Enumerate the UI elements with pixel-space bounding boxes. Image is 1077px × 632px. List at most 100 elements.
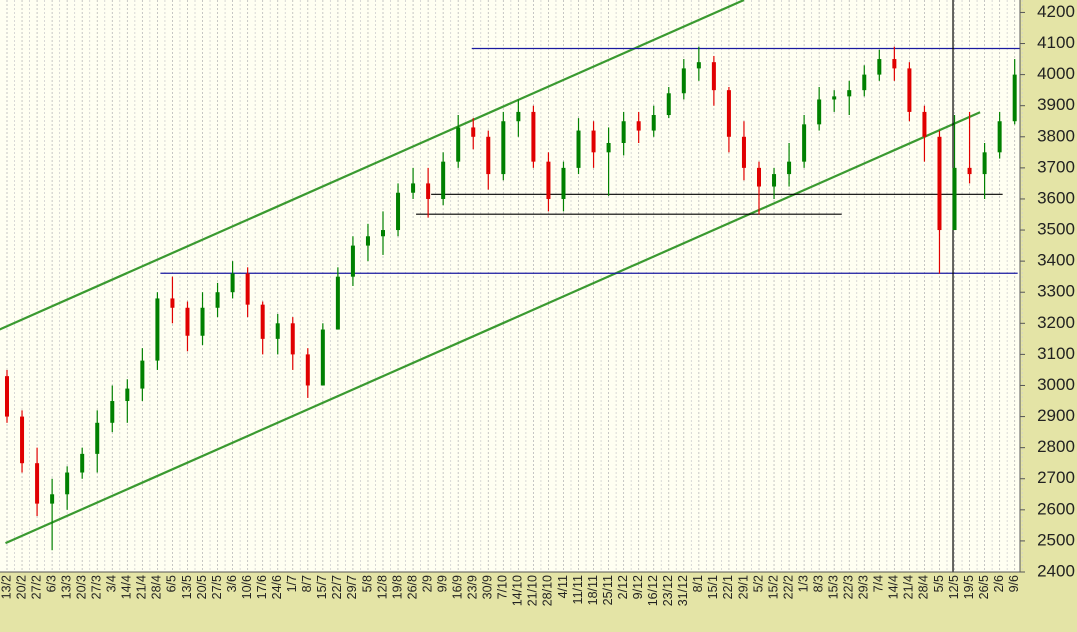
y-tick-label: 2600 (1037, 499, 1075, 518)
x-tick-label: 30/9 (481, 575, 495, 599)
candle-body (802, 124, 807, 162)
candle-body (80, 453, 85, 473)
candle-body (741, 136, 746, 168)
x-tick-label: 21/10 (526, 575, 540, 606)
x-tick-label: 2/9 (420, 575, 434, 592)
candle-body (997, 121, 1002, 153)
x-tick-label: 19/8 (390, 575, 404, 599)
y-tick-label: 4000 (1037, 64, 1075, 83)
candle-body (591, 130, 596, 153)
candle-body (621, 121, 626, 143)
x-tick-label: 6/3 (44, 575, 58, 592)
x-tick-label: 6/5 (165, 575, 179, 592)
x-tick-label: 24/6 (270, 575, 284, 599)
y-tick-label: 4200 (1037, 2, 1075, 21)
candle-body (456, 127, 461, 162)
y-tick-label: 3700 (1037, 157, 1075, 176)
axes: 2400 2500 2600 2700 2800 2900 3000 3100 3200 3300… (0, 0, 1075, 606)
y-tick-label: 2800 (1037, 437, 1075, 456)
candle-body (185, 307, 190, 336)
candle-body (65, 472, 70, 495)
x-tick-label: 21/4 (902, 575, 916, 599)
candle-body (426, 183, 431, 199)
candle-body (757, 167, 761, 187)
x-tick-label: 22/1 (721, 575, 735, 599)
x-tick-label: 9/6 (1007, 575, 1021, 592)
x-tick-label: 11/11 (571, 575, 585, 604)
candle-body (772, 174, 777, 187)
x-tick-label: 28/4 (917, 575, 931, 599)
candle-body (711, 62, 716, 91)
x-tick-label: 13/3 (59, 575, 73, 599)
x-tick-label: 5/5 (932, 575, 946, 592)
x-tick-label: 18/11 (586, 575, 600, 605)
candle-body (531, 111, 536, 162)
candle-body (305, 354, 310, 386)
candle-body (245, 273, 250, 305)
x-tick-label: 29/3 (857, 575, 871, 599)
candle-body (275, 323, 280, 339)
x-tick-label: 2/12 (616, 575, 630, 599)
y-tick-label: 2400 (1037, 561, 1075, 580)
candle-body (411, 183, 416, 193)
candle-body (501, 121, 506, 175)
y-tick-label: 3300 (1037, 282, 1075, 301)
x-tick-label: 28/4 (150, 575, 164, 599)
candle-body (486, 136, 491, 175)
candle-body (907, 68, 912, 112)
x-tick-label: 31/12 (676, 575, 690, 606)
x-tick-label: 22/3 (842, 575, 856, 599)
candle-body (260, 304, 265, 339)
candle-body (666, 93, 671, 116)
x-tick-label: 14/4 (887, 575, 901, 599)
x-tick-label: 8/7 (300, 575, 314, 592)
candle-body (967, 167, 972, 175)
y-tick-label: 2700 (1037, 468, 1075, 487)
x-tick-label: 20/2 (14, 575, 28, 599)
candle-body (606, 143, 611, 153)
x-tick-label: 23/12 (661, 575, 675, 606)
candle-body (215, 292, 220, 308)
candle-body (200, 307, 205, 336)
candle-body (50, 494, 55, 504)
x-tick-label: 7/10 (496, 575, 510, 599)
x-tick-label: 21/4 (135, 575, 149, 599)
x-tick-label: 3/4 (105, 575, 119, 592)
candle-body (787, 161, 792, 175)
x-tick-label: 3/6 (225, 575, 239, 592)
candle-body (1012, 74, 1017, 122)
x-tick-label: 28/10 (541, 575, 555, 606)
x-tick-label: 27/2 (29, 575, 43, 599)
x-tick-label: 20/5 (195, 575, 209, 599)
candle-body (155, 298, 160, 361)
candle-body (20, 416, 25, 464)
candle-body (350, 245, 355, 277)
candle-body (5, 376, 9, 417)
candle-body (726, 90, 731, 137)
candle-body (170, 298, 175, 308)
candle-body (110, 401, 115, 423)
candles (5, 46, 1017, 551)
candle-body (516, 111, 521, 122)
candle-body (396, 192, 401, 231)
x-tick-label: 5/8 (360, 575, 374, 592)
candle-body (471, 127, 476, 137)
x-tick-label: 1/3 (796, 575, 810, 592)
candle-body (847, 90, 852, 97)
candle-body (651, 115, 656, 131)
x-tick-label: 22/2 (781, 575, 795, 599)
x-tick-label: 26/8 (405, 575, 419, 599)
x-tick-label: 7/4 (872, 575, 886, 592)
candle-body (230, 273, 235, 293)
x-tick-label: 1/7 (285, 575, 299, 592)
x-tick-label: 27/3 (90, 575, 104, 599)
x-tick-label: 26/5 (977, 575, 991, 599)
y-tick-label: 3500 (1037, 220, 1075, 239)
x-tick-label: 16/12 (646, 575, 660, 606)
x-tick-label: 15/1 (706, 575, 720, 599)
candle-body (832, 96, 837, 100)
candle-body (681, 68, 686, 94)
y-tick-label: 2900 (1037, 406, 1075, 425)
candle-body (952, 167, 957, 231)
